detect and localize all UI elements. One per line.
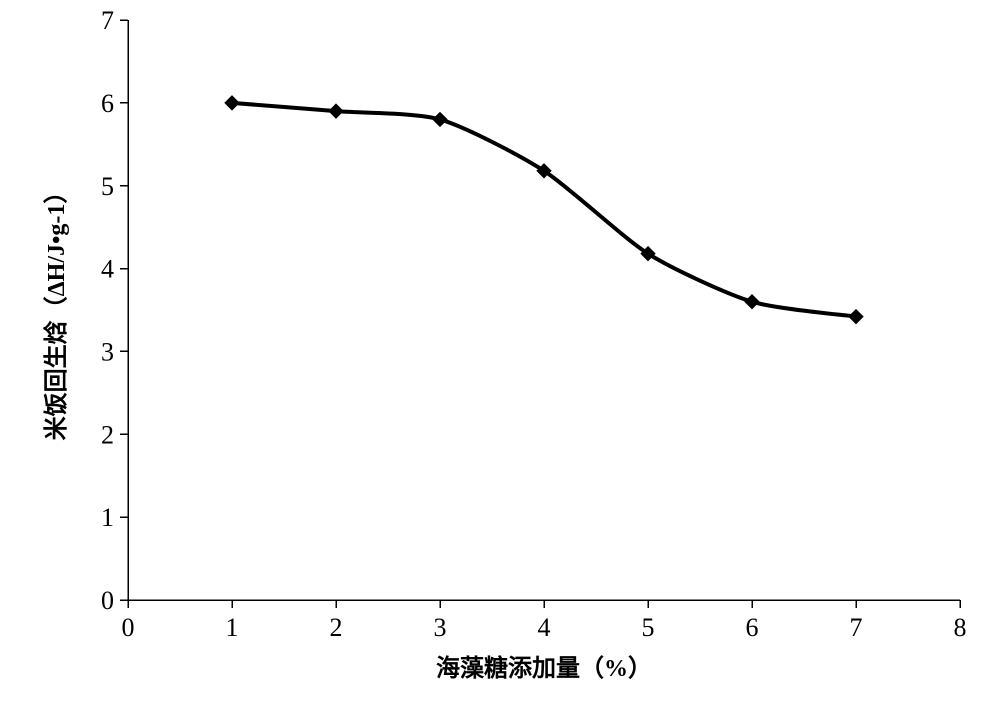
x-tick-label: 6 [746,613,759,642]
chart-svg: 0 1 2 3 4 5 6 7 8 0 1 2 3 4 5 6 7 海藻糖添加量（%） 米饭回生焓（ΔH/J•g-1… [0,0,1000,701]
y-tick-label: 7 [101,6,114,35]
y-tick-label: 2 [101,420,114,449]
y-axis-title: 米饭回生焓（ΔH/J•g-1） [42,180,70,441]
y-tick-label: 5 [101,172,114,201]
y-tick-label: 4 [101,255,114,284]
x-tick-label: 0 [122,613,135,642]
y-tick-label: 0 [101,586,114,615]
series-marker [849,310,863,324]
x-tick-label: 2 [330,613,343,642]
x-tick-label: 5 [642,613,655,642]
series-marker [745,295,759,309]
series-marker [225,96,239,110]
y-tick-label: 1 [101,503,114,532]
x-axis-title: 海藻糖添加量（%） [436,654,652,682]
x-tick-label: 3 [434,613,447,642]
x-tick-label: 7 [850,613,863,642]
y-tick-label: 6 [101,89,114,118]
x-tick-label: 4 [538,613,551,642]
series-marker [329,104,343,118]
x-tick-label: 8 [954,613,967,642]
chart-root: 0 1 2 3 4 5 6 7 8 0 1 2 3 4 5 6 7 海藻糖添加量（%） 米饭回生焓（ΔH/J•g-1… [0,0,1000,701]
series-marker [433,112,447,126]
y-tick-label: 3 [101,338,114,367]
x-tick-label: 1 [226,613,239,642]
series-line-rice-retrogradation-enthalpy [232,103,856,317]
